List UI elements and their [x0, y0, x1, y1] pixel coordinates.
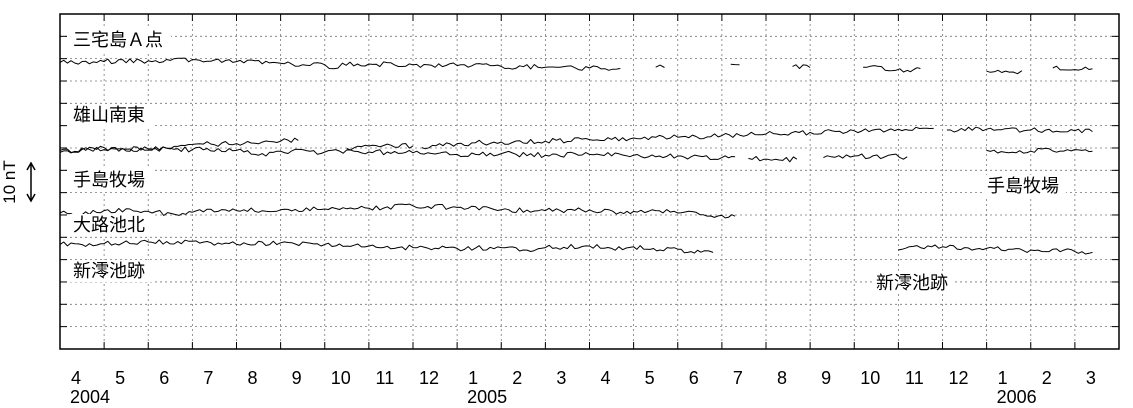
- station-label: 手島牧場: [73, 170, 145, 191]
- series-line: [59, 146, 736, 160]
- series-line: [346, 143, 414, 151]
- x-tick-labels: 4 5 6 7 8 9 10 11 12 1 2 3 4 5 6 7 8 9 10 11 12 1 2 3: [71, 368, 1096, 388]
- x-tick-label: 11: [905, 368, 924, 388]
- series-line: [1052, 65, 1093, 71]
- x-tick-label: 4: [600, 368, 610, 388]
- x-tick-label: 3: [1086, 368, 1096, 388]
- station-label: 新澪池跡: [876, 273, 948, 294]
- x-tick-label: 7: [203, 368, 213, 388]
- series-line: [898, 244, 1093, 255]
- x-tick-label: 8: [777, 368, 787, 388]
- series-line: [863, 65, 921, 73]
- series-line: [748, 156, 798, 163]
- station-label-bg: [70, 29, 171, 51]
- axis-ticks: [59, 14, 1120, 349]
- x-tick-label: 5: [645, 368, 655, 388]
- x-tick-label: 11: [376, 368, 395, 388]
- scale-bar-label: 10 nT: [0, 160, 19, 203]
- x-tick-label: 6: [689, 368, 699, 388]
- x-tick-label: 9: [821, 368, 831, 388]
- series-line: [823, 153, 908, 160]
- series-line: [421, 126, 934, 150]
- station-label-bg: [984, 175, 1066, 197]
- x-tick-label: 10: [331, 368, 351, 388]
- x-tick-label: 4: [71, 368, 81, 388]
- x-tick-label: 5: [115, 368, 125, 388]
- series-line: [59, 57, 621, 71]
- x-tick-label: 12: [419, 368, 439, 388]
- scale-bar-arrow-bottom: [26, 193, 36, 203]
- year-label: 2004: [70, 387, 110, 407]
- station-label: 手島牧場: [987, 176, 1059, 197]
- station-label: 新澪池跡: [73, 261, 145, 282]
- x-tick-label: 3: [556, 368, 566, 388]
- x-tick-label: 6: [159, 368, 169, 388]
- series-line: [655, 64, 665, 68]
- series-line: [946, 126, 1093, 134]
- station-label: 大路池北: [73, 215, 145, 236]
- series-line: [986, 147, 1093, 154]
- series-line: [59, 239, 714, 254]
- year-labels: 2004 2005 2006: [70, 387, 1037, 407]
- station-label-bg: [70, 104, 152, 126]
- station-label: 三宅島Ａ点: [73, 30, 163, 51]
- series-lines: [59, 57, 1093, 255]
- station-label-bg: [70, 214, 152, 236]
- series-line: [59, 137, 299, 154]
- grid-lines: [60, 14, 1119, 349]
- series-line: [986, 69, 1023, 75]
- series-line: [792, 64, 811, 69]
- x-tick-label: 1: [998, 368, 1008, 388]
- series-line: [59, 203, 736, 219]
- scale-bar: 10 nT: [0, 160, 36, 204]
- x-tick-label: 12: [948, 368, 968, 388]
- station-label-bg: [70, 169, 152, 191]
- x-tick-label: 7: [733, 368, 743, 388]
- series-line: [730, 63, 740, 66]
- x-tick-label: 2: [1042, 368, 1052, 388]
- x-tick-label: 10: [860, 368, 880, 388]
- station-label: 雄山南東: [73, 105, 145, 126]
- station-label-bg: [70, 260, 152, 282]
- x-tick-label: 8: [247, 368, 257, 388]
- year-label: 2005: [467, 387, 507, 407]
- scale-bar-arrow-top: [26, 161, 36, 171]
- x-tick-label: 9: [292, 368, 302, 388]
- x-tick-label: 1: [468, 368, 478, 388]
- x-tick-label: 2: [512, 368, 522, 388]
- station-label-bg: [873, 272, 955, 294]
- year-label: 2006: [997, 387, 1037, 407]
